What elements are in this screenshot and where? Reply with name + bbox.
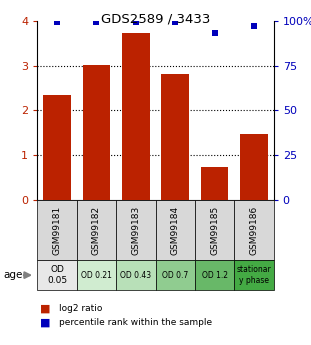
Bar [234, 200, 274, 260]
Bar [195, 200, 234, 260]
Bar [116, 200, 156, 260]
Bar [161, 73, 189, 200]
Text: GSM99184: GSM99184 [171, 206, 180, 255]
Bar [83, 65, 110, 200]
Bar [37, 200, 77, 260]
Bar [77, 200, 116, 260]
Bar [122, 33, 150, 200]
Text: GSM99183: GSM99183 [131, 206, 140, 255]
Text: OD 0.7: OD 0.7 [162, 270, 188, 280]
Text: OD 0.43: OD 0.43 [120, 270, 151, 280]
Bar [37, 260, 77, 290]
Bar [156, 260, 195, 290]
Point [54, 20, 59, 25]
Text: OD
0.05: OD 0.05 [47, 265, 67, 285]
Text: ■: ■ [40, 304, 51, 314]
Bar [116, 260, 156, 290]
Bar [43, 95, 71, 200]
Point [173, 20, 178, 25]
Bar [201, 167, 228, 200]
Bar [195, 260, 234, 290]
Text: GSM99185: GSM99185 [210, 206, 219, 255]
Bar [234, 260, 274, 290]
Text: GSM99181: GSM99181 [53, 206, 62, 255]
Text: OD 0.21: OD 0.21 [81, 270, 112, 280]
Text: GSM99182: GSM99182 [92, 206, 101, 255]
Point [252, 23, 257, 29]
Text: ■: ■ [40, 318, 51, 327]
Text: OD 1.2: OD 1.2 [202, 270, 228, 280]
Text: GSM99186: GSM99186 [249, 206, 258, 255]
Text: log2 ratio: log2 ratio [59, 304, 102, 313]
Point [212, 30, 217, 36]
Text: GDS2589 / 3433: GDS2589 / 3433 [101, 12, 210, 25]
Bar [240, 134, 268, 200]
Text: stationar
y phase: stationar y phase [237, 265, 272, 285]
Bar [77, 260, 116, 290]
Bar [156, 200, 195, 260]
Text: age: age [3, 270, 22, 280]
Text: percentile rank within the sample: percentile rank within the sample [59, 318, 212, 327]
Point [94, 20, 99, 25]
Point [133, 20, 138, 25]
